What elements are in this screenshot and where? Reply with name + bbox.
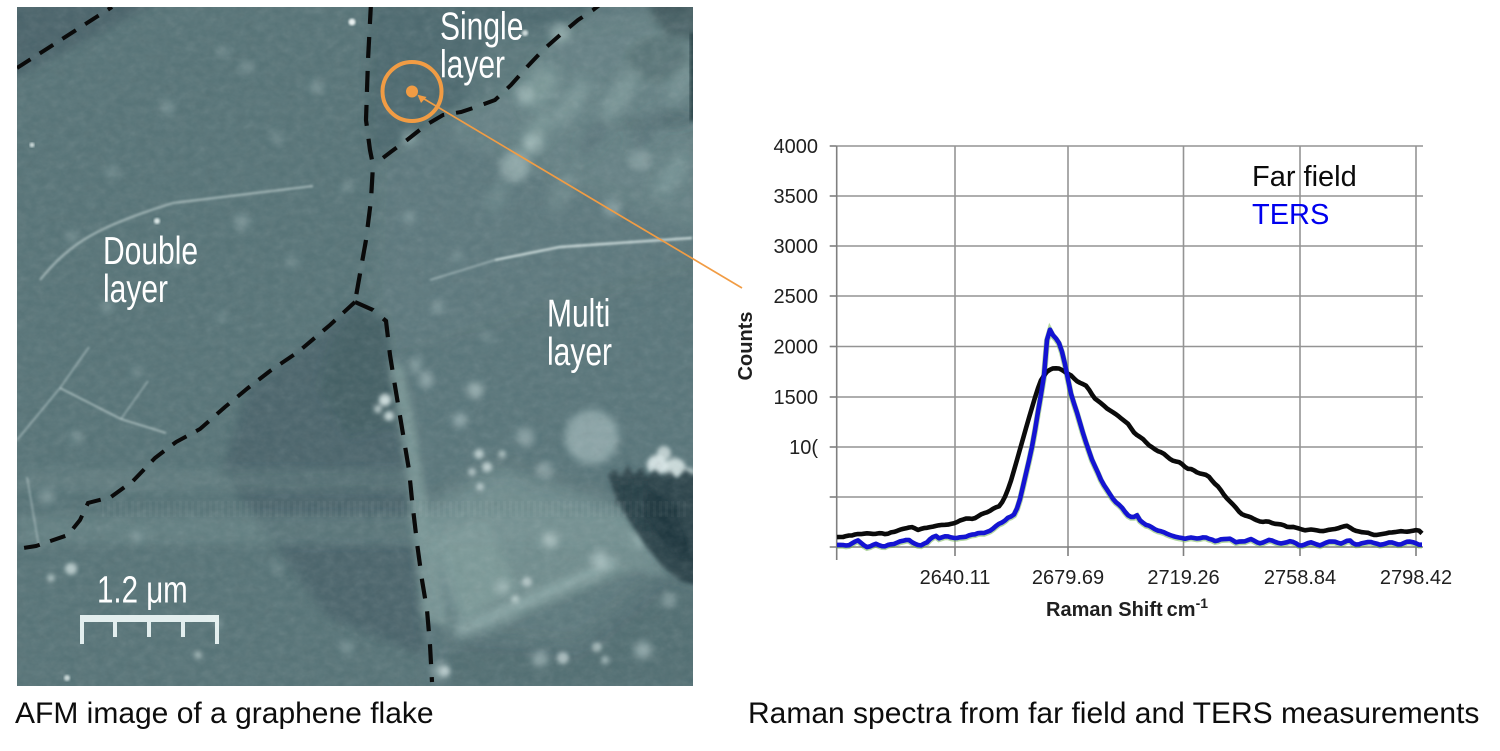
svg-text:4000: 4000 (774, 136, 819, 158)
svg-text:2640.11: 2640.11 (920, 567, 991, 589)
svg-text:2758.84: 2758.84 (1264, 567, 1336, 589)
svg-text:Multi: Multi (547, 293, 610, 336)
svg-text:Raman Shift cm-1: Raman Shift cm-1 (1046, 595, 1208, 621)
svg-text:3500: 3500 (774, 186, 819, 208)
svg-text:Single: Single (440, 7, 523, 49)
svg-text:Far field: Far field (1252, 161, 1357, 193)
svg-text:layer: layer (103, 268, 168, 311)
svg-text:1.2 μm: 1.2 μm (97, 569, 188, 612)
svg-text:3000: 3000 (774, 236, 819, 258)
svg-text:10(: 10( (789, 437, 818, 459)
svg-text:layer: layer (440, 44, 505, 87)
svg-text:2798.42: 2798.42 (1380, 567, 1452, 589)
svg-text:1500: 1500 (774, 387, 819, 409)
svg-text:2000: 2000 (774, 337, 819, 359)
svg-text:2719.26: 2719.26 (1147, 567, 1219, 589)
svg-text:2500: 2500 (774, 286, 819, 308)
svg-text:layer: layer (547, 331, 612, 374)
svg-text:2679.69: 2679.69 (1032, 567, 1104, 589)
svg-text:Double: Double (103, 230, 198, 273)
svg-text:Counts: Counts (735, 312, 757, 381)
svg-text:TERS: TERS (1252, 199, 1329, 231)
